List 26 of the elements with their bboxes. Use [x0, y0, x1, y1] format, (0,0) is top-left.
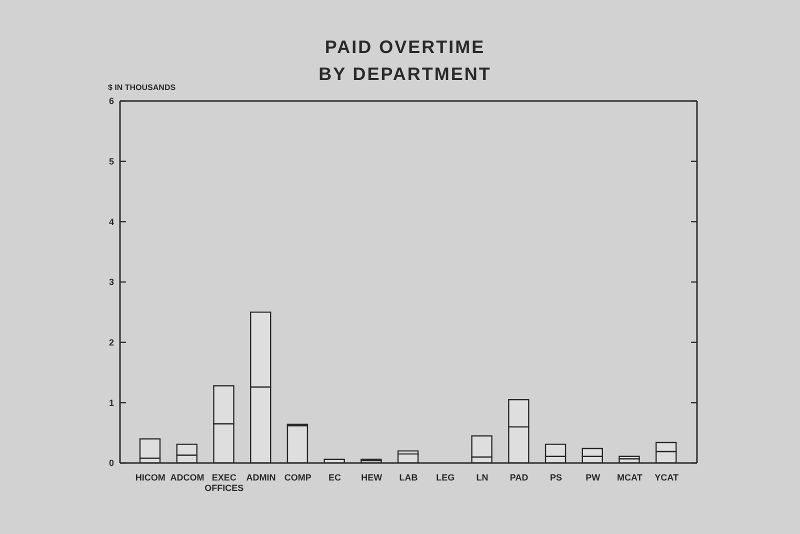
x-tick-label: PS — [550, 472, 562, 483]
y-tick-label: 3 — [108, 277, 114, 288]
x-tick-label: COMP — [284, 472, 312, 483]
y-tick-label: 1 — [108, 398, 114, 408]
x-tick-label: HICOM — [135, 472, 166, 483]
x-tick-label: EXEC OFFICES — [204, 472, 244, 493]
x-tick-label: LN — [476, 472, 488, 483]
x-tick-label: EC — [328, 472, 342, 483]
x-tick-label: PAD — [510, 472, 529, 483]
x-tick-label: LEG — [436, 472, 455, 483]
x-tick-label: LAB — [399, 472, 418, 483]
x-tick-label: MCAT — [617, 472, 643, 483]
y-tick-label: 5 — [108, 156, 114, 167]
x-tick-label: ADMIN — [246, 472, 276, 483]
x-tick-label: PW — [586, 472, 601, 483]
y-tick-label: 4 — [108, 216, 114, 227]
y-tick-label: 6 — [108, 96, 114, 106]
bar — [139, 438, 161, 459]
x-tick-label: ADCOM — [170, 472, 204, 483]
y-tick-label: 0 — [108, 458, 114, 468]
x-tick-label: YCAT — [654, 472, 679, 483]
chart-title: PAID OVERTIME BY DEPARTMENT — [318, 36, 492, 86]
x-tick-label: HEW — [361, 472, 383, 483]
y-tick-label: 2 — [108, 338, 114, 348]
y-axis-title: $ IN THOUSANDS — [108, 83, 176, 92]
bar — [618, 456, 640, 460]
